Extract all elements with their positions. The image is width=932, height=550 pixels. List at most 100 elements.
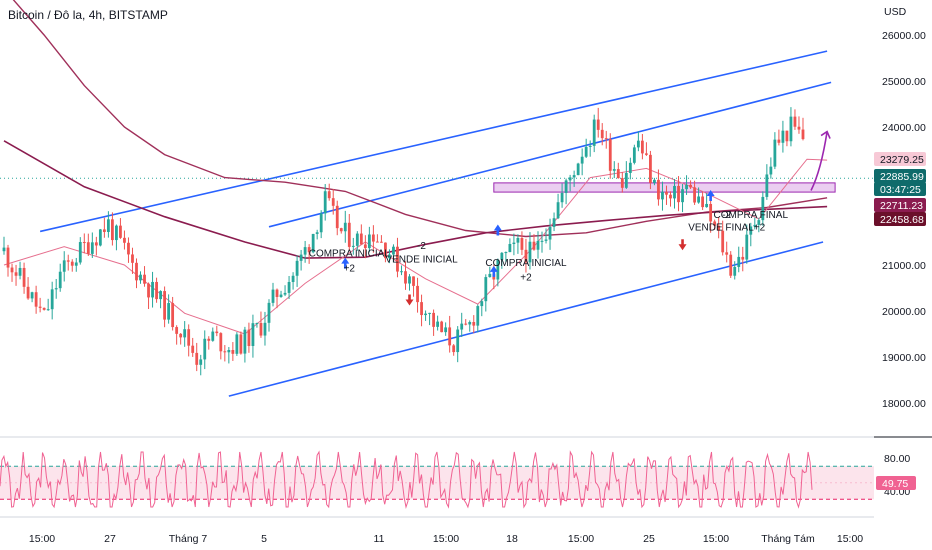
candle-body xyxy=(512,242,516,244)
candle-body xyxy=(6,247,10,268)
candle-body xyxy=(636,140,640,148)
candle-body xyxy=(78,242,82,263)
candle-body xyxy=(472,321,476,326)
candle-body xyxy=(26,286,30,299)
price-tag-label: 23279.25 xyxy=(880,154,924,166)
candle-body xyxy=(785,130,789,142)
candle-body xyxy=(665,191,668,195)
candle-body xyxy=(488,273,492,278)
candle-body xyxy=(82,242,86,244)
candle-body xyxy=(319,213,323,233)
candle-body xyxy=(94,242,98,246)
candle-body xyxy=(572,175,576,178)
candle-body xyxy=(673,185,676,199)
candle-body xyxy=(131,254,134,263)
annotation-label: +2 xyxy=(520,273,532,284)
candle-body xyxy=(58,271,62,289)
candle-body xyxy=(632,147,636,163)
candle-body xyxy=(371,234,375,242)
annotation-label: COMPRA INICIAL xyxy=(485,258,567,269)
price-tag xyxy=(874,169,926,183)
candle-body xyxy=(400,271,403,273)
candle-body xyxy=(729,254,733,276)
candle-body xyxy=(412,276,415,286)
candle-body xyxy=(339,228,343,232)
candle-body xyxy=(709,203,713,222)
candle-body xyxy=(588,145,592,147)
price-tag-label: 22885.99 xyxy=(880,171,924,183)
candle-body xyxy=(769,166,773,175)
candle-body xyxy=(717,225,721,231)
candle-body xyxy=(428,312,431,314)
price-tick-label: 25000.00 xyxy=(882,76,926,88)
candle-body xyxy=(127,242,130,255)
channel-line-lower xyxy=(228,241,824,397)
candle-body xyxy=(797,126,801,130)
time-axis-label: 18 xyxy=(506,533,518,545)
candle-body xyxy=(307,247,311,253)
candle-body xyxy=(532,241,536,250)
signal-arrow-down xyxy=(678,239,687,251)
signal-arrow-up xyxy=(493,224,502,236)
candle-body xyxy=(508,243,512,253)
candle-body xyxy=(528,241,532,263)
candle-body xyxy=(219,333,223,352)
candle-body xyxy=(18,267,22,276)
candle-body xyxy=(283,292,287,295)
candle-body xyxy=(2,247,6,252)
candle-body xyxy=(616,169,620,179)
candle-body xyxy=(685,184,688,190)
candle-body xyxy=(560,192,564,203)
candle-body xyxy=(737,256,741,267)
candle-body xyxy=(98,229,102,246)
candle-body xyxy=(243,329,247,354)
candle-body xyxy=(207,338,211,341)
candle-body xyxy=(211,331,215,341)
time-axis-label: 25 xyxy=(643,533,655,545)
candle-body xyxy=(183,329,187,338)
candle-body xyxy=(725,252,729,255)
channel-line-upper xyxy=(39,50,828,233)
candle-body xyxy=(287,281,291,293)
candle-body xyxy=(171,303,175,328)
candle-body xyxy=(757,220,761,225)
candle-body xyxy=(119,225,122,238)
candle-body xyxy=(10,267,14,273)
candle-body xyxy=(155,281,158,300)
candle-body xyxy=(765,174,769,197)
candle-body xyxy=(424,313,427,316)
time-axis-label: 5 xyxy=(261,533,267,545)
candle-body xyxy=(781,130,785,143)
time-axis-label: 27 xyxy=(104,533,116,545)
candle-body xyxy=(681,189,684,203)
candle-body xyxy=(496,259,500,280)
candle-body xyxy=(375,241,379,243)
oscillator-line xyxy=(0,450,813,509)
price-tick-label: 18000.00 xyxy=(882,398,926,410)
candle-body xyxy=(62,260,66,272)
price-tag-label: 22458.68 xyxy=(880,214,924,226)
candle-body xyxy=(436,321,440,327)
candle-body xyxy=(295,260,299,276)
grid xyxy=(0,436,932,518)
candle-body xyxy=(291,275,295,282)
candle-body xyxy=(568,177,572,181)
signal-arrow-down xyxy=(405,294,414,306)
candle-body xyxy=(741,256,745,260)
candle-body xyxy=(544,239,548,241)
candle-body xyxy=(520,238,524,250)
candle-body xyxy=(30,292,34,299)
candle-body xyxy=(163,291,166,320)
candle-body xyxy=(657,179,660,200)
oscillator-tick-label: 80.00 xyxy=(884,453,910,465)
time-axis[interactable]: 15:00 27 Tháng 7 5 11 15:00 18 15:00 25 15:00 Thán… xyxy=(29,533,863,545)
candle-body xyxy=(420,302,423,316)
candle-body xyxy=(416,285,419,303)
candle-body xyxy=(396,246,399,272)
candle-body xyxy=(793,116,797,127)
candle-body xyxy=(195,352,199,365)
candle-body xyxy=(733,266,737,276)
